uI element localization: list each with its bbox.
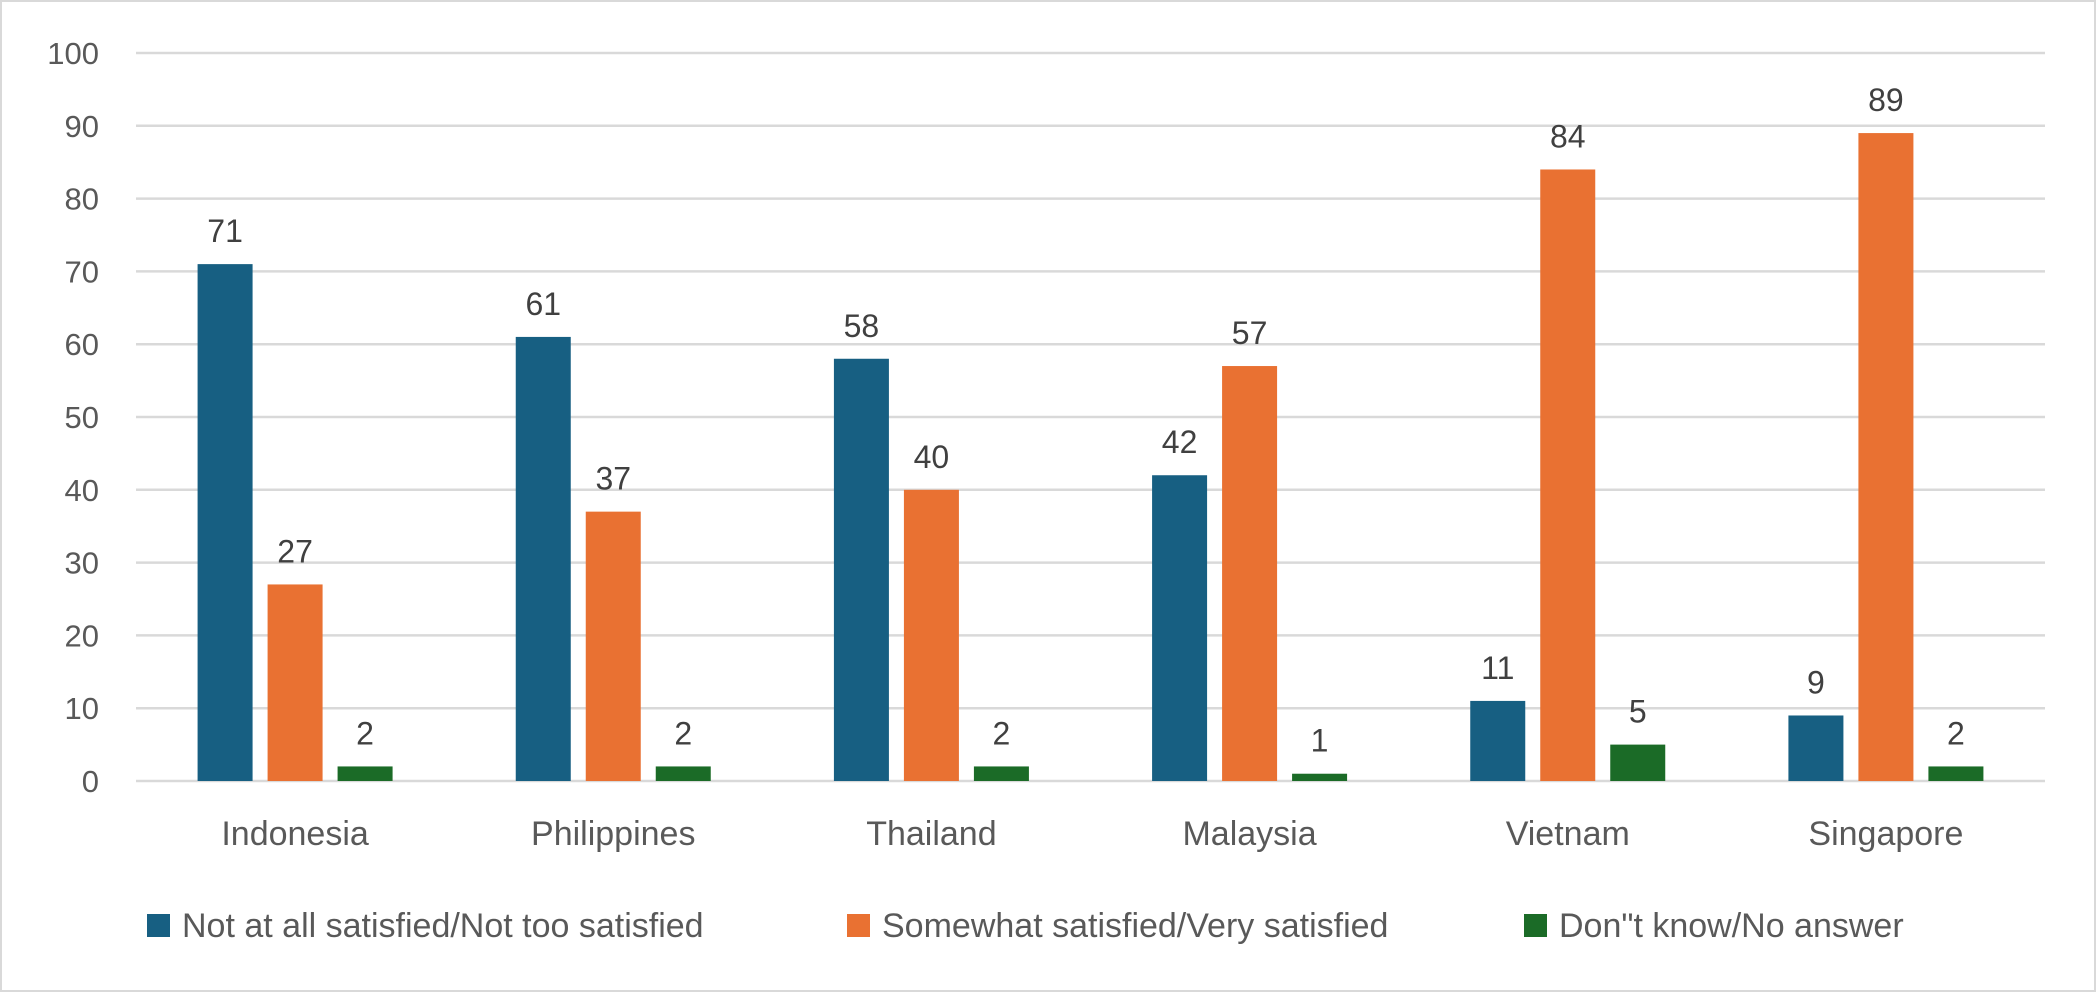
y-tick-label: 100 bbox=[47, 36, 99, 71]
x-category-label: Indonesia bbox=[221, 815, 369, 853]
bar bbox=[337, 766, 393, 781]
legend-label: Not at all satisfied/Not too satisfied bbox=[182, 907, 704, 945]
data-label: 2 bbox=[1947, 715, 1965, 751]
data-label: 11 bbox=[1481, 650, 1514, 686]
data-label: 2 bbox=[993, 715, 1011, 751]
data-label: 42 bbox=[1162, 424, 1198, 460]
legend-swatch bbox=[1524, 914, 1547, 937]
bar bbox=[1152, 475, 1208, 781]
data-label: 1 bbox=[1311, 723, 1329, 759]
bar bbox=[1788, 715, 1844, 781]
bar bbox=[1610, 744, 1666, 781]
y-tick-label: 70 bbox=[65, 254, 99, 289]
legend: Not at all satisfied/Not too satisfied So… bbox=[147, 907, 1904, 945]
y-tick-label: 40 bbox=[65, 473, 99, 508]
y-tick-label: 80 bbox=[65, 182, 99, 217]
y-tick-label: 90 bbox=[65, 109, 99, 144]
bar bbox=[833, 358, 889, 781]
data-label: 61 bbox=[525, 286, 561, 322]
bar bbox=[1928, 766, 1984, 781]
x-category-label: Philippines bbox=[531, 815, 695, 853]
x-category-label: Malaysia bbox=[1182, 815, 1316, 853]
bar bbox=[515, 336, 571, 781]
bar bbox=[903, 489, 959, 781]
y-tick-label: 10 bbox=[65, 691, 99, 726]
data-label: 37 bbox=[595, 461, 631, 497]
legend-swatch bbox=[847, 914, 870, 937]
legend-label: Don"t know/No answer bbox=[1559, 907, 1904, 945]
legend-swatch bbox=[147, 914, 170, 937]
data-label: 40 bbox=[914, 439, 950, 475]
x-category-label: Thailand bbox=[866, 815, 996, 853]
bar bbox=[267, 584, 323, 781]
bar bbox=[197, 264, 253, 781]
data-label: 89 bbox=[1868, 82, 1904, 118]
x-axis-labels: Indonesia Philippines Thailand Malaysia Viet… bbox=[221, 815, 1963, 853]
bar bbox=[1858, 133, 1914, 781]
y-axis-ticks: 0 10 20 30 40 50 60 70 80 90 100 bbox=[47, 36, 99, 799]
data-label: 27 bbox=[277, 533, 313, 569]
y-tick-label: 50 bbox=[65, 400, 99, 435]
data-label: 71 bbox=[207, 213, 243, 249]
data-label: 57 bbox=[1232, 315, 1268, 351]
data-label: 2 bbox=[356, 715, 374, 751]
y-tick-label: 30 bbox=[65, 546, 99, 581]
gridlines bbox=[136, 51, 2045, 783]
data-label: 5 bbox=[1629, 694, 1647, 730]
y-tick-label: 0 bbox=[82, 764, 99, 799]
bar bbox=[655, 766, 711, 781]
data-label: 58 bbox=[844, 308, 880, 344]
x-category-label: Vietnam bbox=[1506, 815, 1630, 853]
bar bbox=[1470, 700, 1526, 781]
y-tick-label: 60 bbox=[65, 327, 99, 362]
bar bbox=[1540, 169, 1596, 782]
bars bbox=[197, 133, 1984, 782]
data-label: 9 bbox=[1807, 664, 1825, 700]
x-category-label: Singapore bbox=[1808, 815, 1963, 853]
bar bbox=[973, 766, 1029, 781]
legend-label: Somewhat satisfied/Very satisfied bbox=[882, 907, 1388, 945]
data-label: 2 bbox=[674, 715, 692, 751]
bar bbox=[1292, 773, 1348, 781]
y-tick-label: 20 bbox=[65, 618, 99, 653]
bar bbox=[1222, 366, 1278, 781]
data-label: 84 bbox=[1550, 118, 1586, 154]
bar bbox=[585, 511, 641, 781]
